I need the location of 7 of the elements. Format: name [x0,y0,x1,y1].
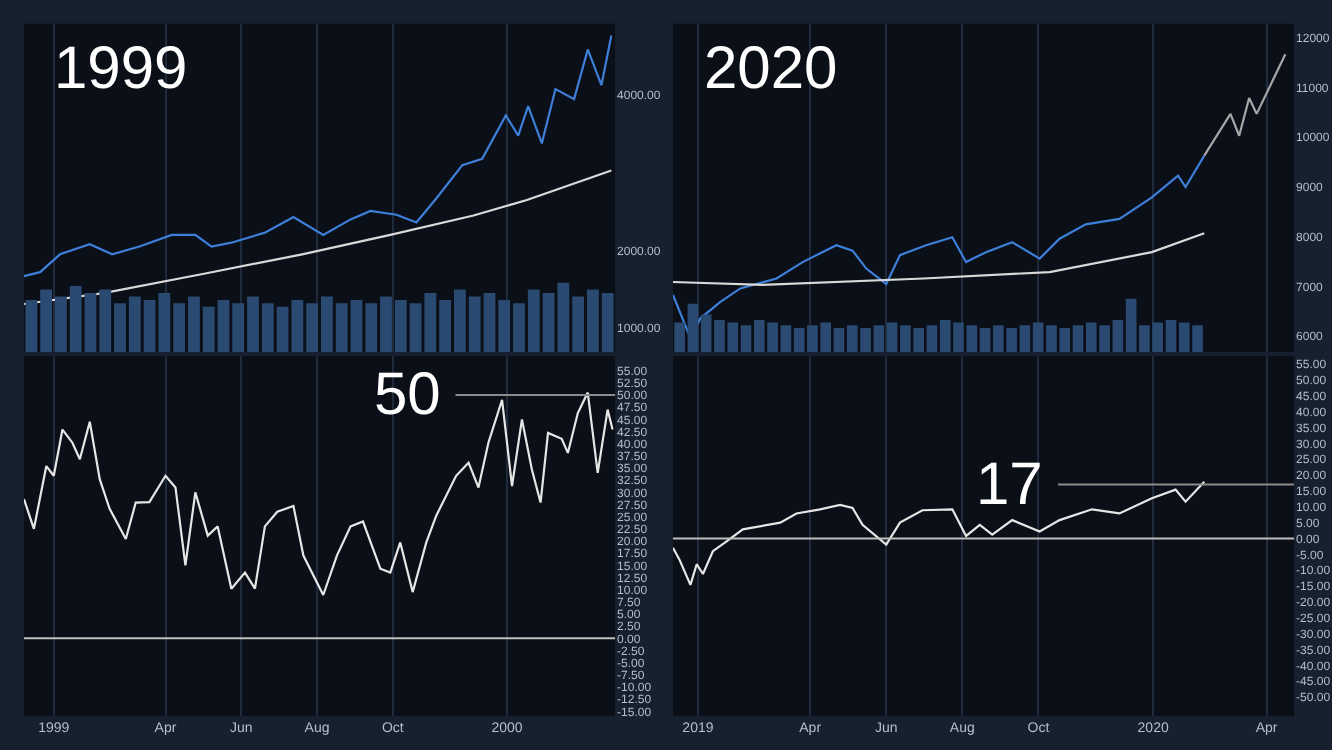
ref-line-label: 50 [374,362,441,428]
ref-line-label: 17 [976,452,1043,518]
chart-title: 2020 [704,36,838,102]
line-series [1203,53,1287,157]
line-series [672,232,1206,287]
line-series [23,34,613,278]
chart-title: 1999 [54,36,188,102]
